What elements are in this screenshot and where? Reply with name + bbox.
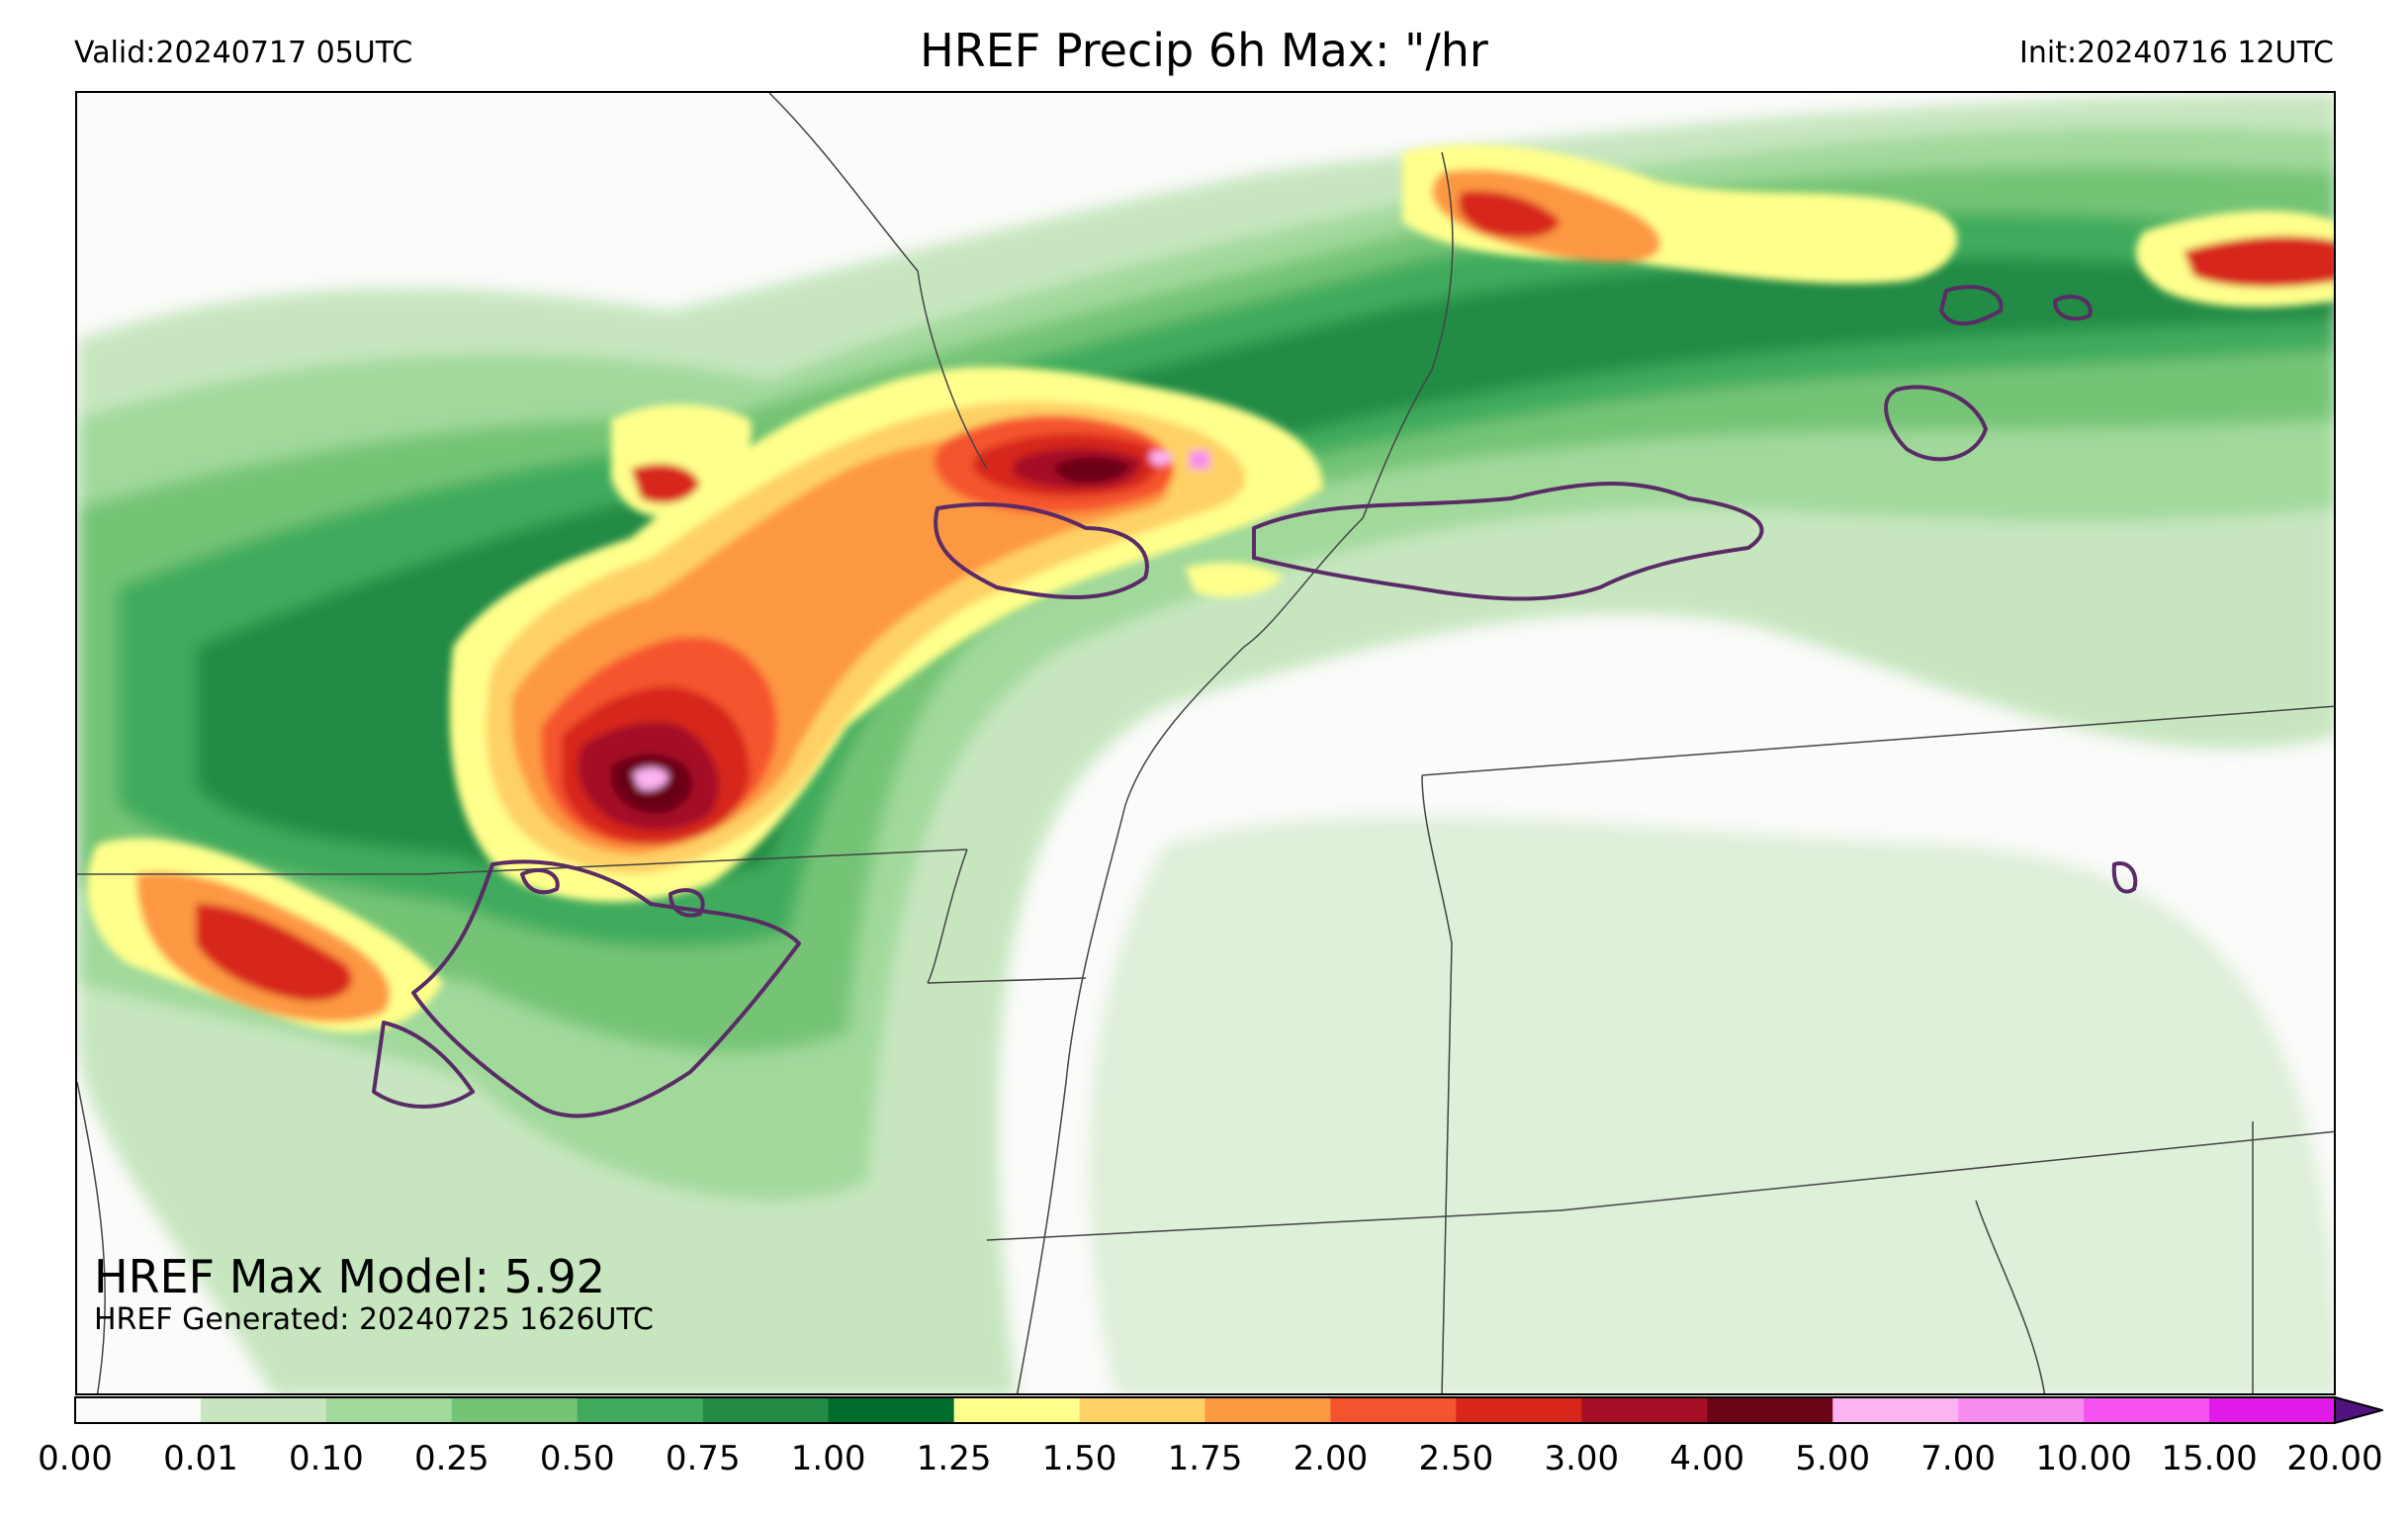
colorbar-tick-label: 2.50 bbox=[1418, 1439, 1494, 1478]
colorbar-tick-label: 0.00 bbox=[38, 1439, 113, 1478]
colorbar-tick-label: 7.00 bbox=[1920, 1439, 1997, 1478]
colorbar-segment bbox=[325, 1397, 453, 1423]
colorbar-segment bbox=[1079, 1397, 1205, 1423]
colorbar-segment bbox=[828, 1397, 955, 1423]
heavy-precip-cores bbox=[87, 143, 2334, 1032]
colorbar-segment bbox=[953, 1397, 1081, 1423]
precipitation-map: HREF Max Model: 5.92 HREF Generated: 202… bbox=[75, 91, 2336, 1395]
precip-field bbox=[77, 93, 2334, 1393]
colorbar-frame bbox=[74, 1396, 2336, 1424]
colorbar-segment bbox=[1707, 1397, 1833, 1423]
colorbar-segment bbox=[702, 1397, 830, 1423]
outline-contours bbox=[372, 285, 2138, 1118]
colorbar-tick-label: 2.00 bbox=[1293, 1439, 1369, 1478]
colorbar-segment bbox=[1204, 1397, 1331, 1423]
map-title: HREF Precip 6h Max: "/hr bbox=[920, 24, 1488, 77]
colorbar-tick-label: 0.75 bbox=[665, 1439, 741, 1478]
colorbar-tick-label: 10.00 bbox=[2035, 1439, 2132, 1478]
colorbar-tick-label: 3.00 bbox=[1544, 1439, 1620, 1478]
colorbar-tick-label: 20.00 bbox=[2286, 1439, 2383, 1478]
colorbar-segment bbox=[451, 1397, 579, 1423]
colorbar-tick-label: 0.25 bbox=[413, 1439, 490, 1478]
colorbar-tick-label: 0.01 bbox=[163, 1439, 238, 1478]
colorbar-extend-arrow bbox=[2334, 1395, 2383, 1425]
colorbar-segment bbox=[1958, 1397, 2085, 1423]
light-precip-areas bbox=[77, 93, 2334, 1393]
state-boundaries bbox=[77, 93, 2334, 1393]
generated-time-annotation: HREF Generated: 20240725 1626UTC bbox=[94, 1302, 655, 1337]
colorbar-segment bbox=[2084, 1397, 2210, 1423]
colorbar-tick-label: 1.50 bbox=[1041, 1439, 1117, 1478]
colorbar-segment bbox=[2209, 1397, 2336, 1423]
colorbar-tick-label: 15.00 bbox=[2161, 1439, 2258, 1478]
colorbar-segment bbox=[200, 1397, 327, 1423]
colorbar-tick-label: 1.25 bbox=[916, 1439, 992, 1478]
colorbar-tick-label: 0.10 bbox=[289, 1439, 364, 1478]
colorbar-segment bbox=[1330, 1397, 1457, 1423]
colorbar-segment bbox=[75, 1397, 202, 1423]
init-time-label: Init:20240716 12UTC bbox=[2019, 36, 2334, 70]
max-model-annotation: HREF Max Model: 5.92 bbox=[94, 1250, 606, 1303]
colorbar-segment bbox=[577, 1397, 704, 1423]
colorbar bbox=[74, 1395, 2383, 1425]
colorbar-segment bbox=[1832, 1397, 1959, 1423]
colorbar-segment bbox=[1581, 1397, 1708, 1423]
colorbar-tick-label: 0.50 bbox=[539, 1439, 615, 1478]
colorbar-segment bbox=[1456, 1397, 1582, 1423]
colorbar-tick-label: 4.00 bbox=[1669, 1439, 1745, 1478]
colorbar-tick-label: 1.75 bbox=[1167, 1439, 1243, 1478]
colorbar-tick-label: 5.00 bbox=[1795, 1439, 1871, 1478]
colorbar-tick-label: 1.00 bbox=[790, 1439, 866, 1478]
valid-time-label: Valid:20240717 05UTC bbox=[74, 36, 413, 70]
